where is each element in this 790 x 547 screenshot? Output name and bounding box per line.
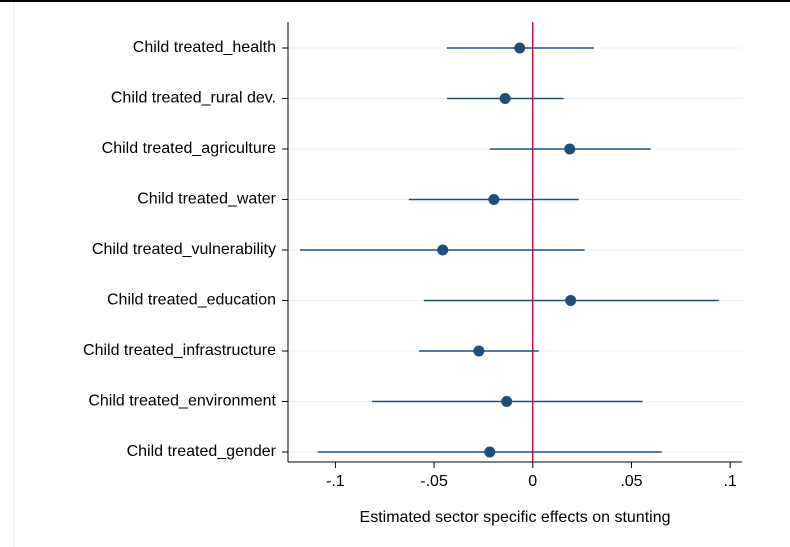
y-tick-label: Child treated_health: [133, 39, 276, 56]
point-estimate: [564, 143, 576, 155]
x-tick-label: -.1: [326, 473, 345, 490]
x-tick-label: .05: [620, 473, 642, 490]
point-estimate: [565, 295, 577, 306]
x-tick-label: -.05: [420, 473, 448, 490]
point-estimate: [473, 345, 485, 357]
y-tick-label: Child treated_agriculture: [102, 140, 276, 157]
x-tick-label: .1: [723, 473, 736, 490]
point-estimate: [437, 244, 449, 256]
y-tick-label: Child treated_gender: [127, 443, 277, 460]
x-tick-label: 0: [528, 473, 537, 490]
point-estimate: [501, 396, 513, 407]
y-tick-label: Child treated_education: [107, 292, 276, 309]
x-axis-label: Estimated sector specific effects on stu…: [360, 509, 671, 526]
point-estimate: [514, 42, 526, 54]
point-estimate: [499, 93, 511, 104]
y-tick-label: Child treated_environment: [88, 393, 276, 410]
y-tick-label: Child treated_vulnerability: [92, 241, 276, 258]
y-tick-label: Child treated_water: [137, 191, 276, 208]
y-tick-label: Child treated_infrastructure: [83, 342, 276, 359]
point-estimate: [488, 194, 500, 205]
point-estimate: [484, 446, 496, 458]
y-tick-label: Child treated_rural dev.: [111, 90, 276, 107]
